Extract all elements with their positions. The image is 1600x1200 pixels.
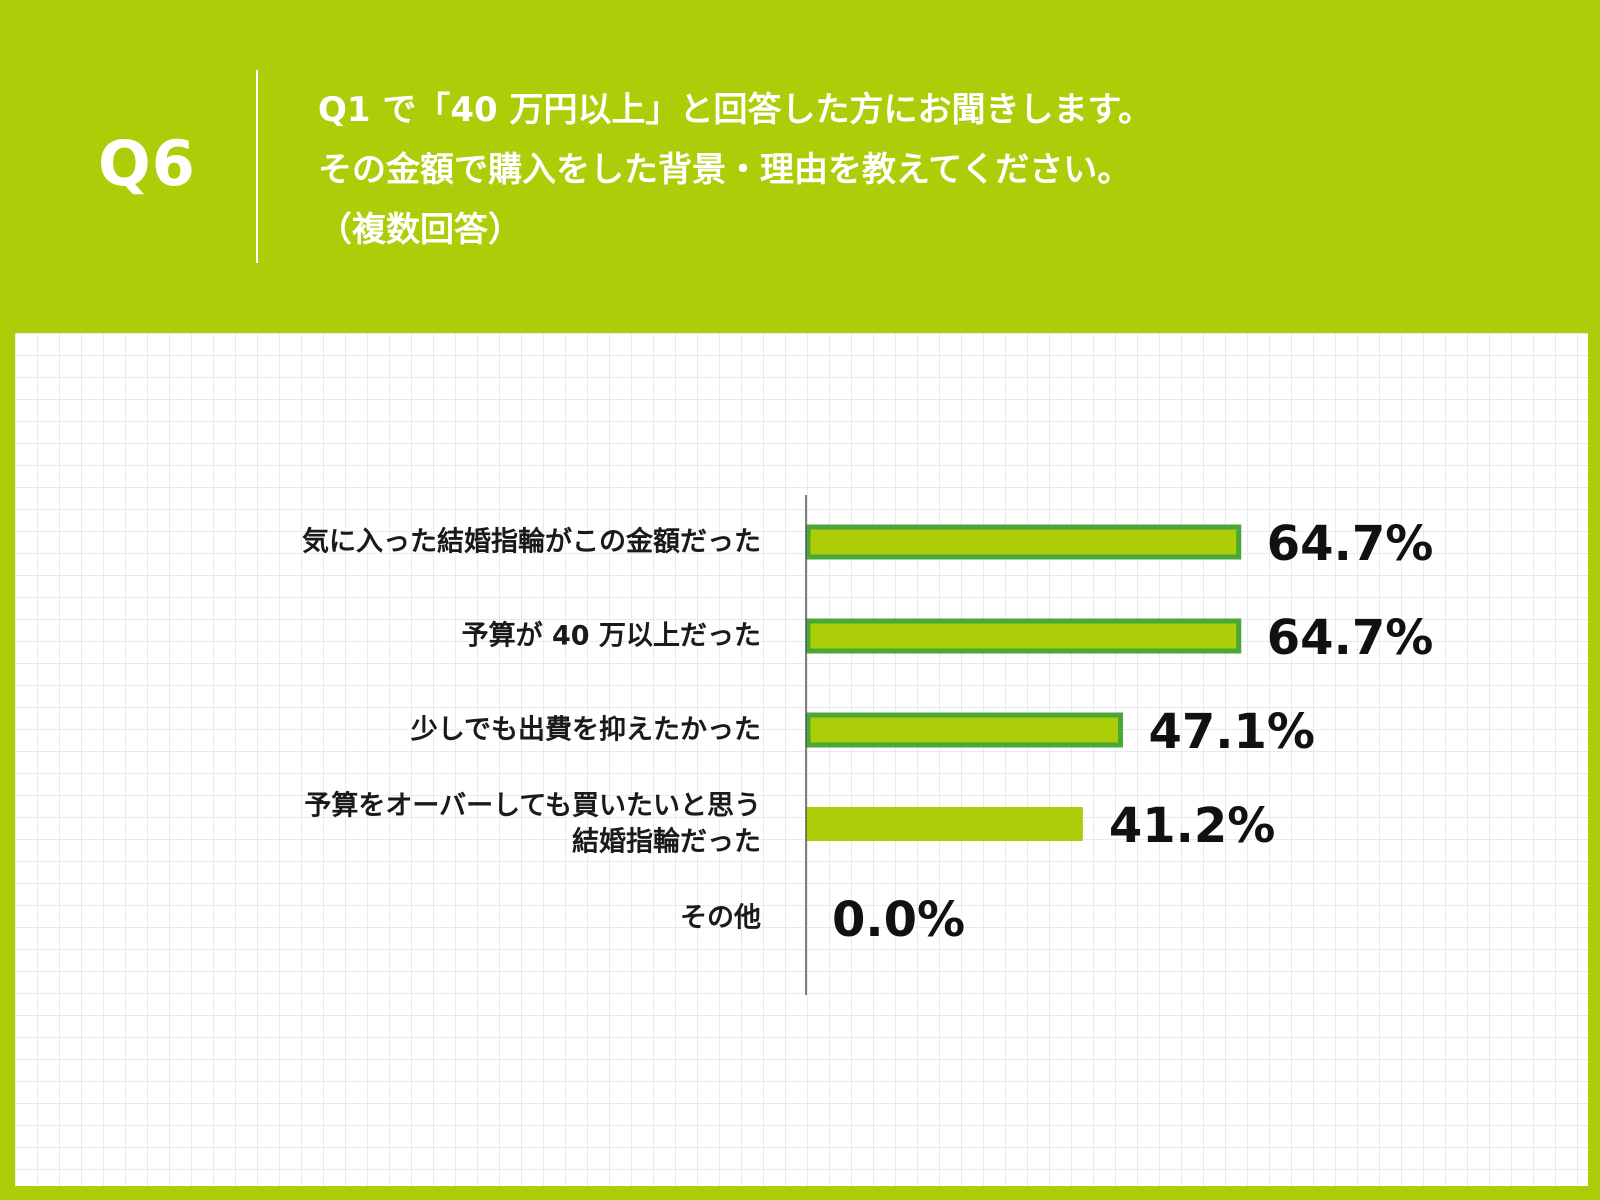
question-line-2: その金額で購入をした背景・理由を教えてください。 <box>318 150 1132 190</box>
bar <box>806 807 1083 841</box>
bar <box>805 618 1242 654</box>
value-label: 47.1% <box>1149 704 1316 760</box>
question-text: Q1 で「40 万円以上」と回答した方にお聞きします。 その金額で購入をした背景… <box>318 80 1152 260</box>
question-line-1: Q1 で「40 万円以上」と回答した方にお聞きします。 <box>318 90 1153 130</box>
category-label: 予算をオーバーしても買いたいと思う <box>304 790 761 822</box>
bar <box>805 524 1242 560</box>
value-label: 64.7% <box>1267 516 1434 572</box>
category-label: その他 <box>680 903 761 934</box>
value-label: 64.7% <box>1267 610 1434 666</box>
question-number: Q6 <box>98 127 196 200</box>
category-label: 少しでも出費を抑えたかった <box>411 715 761 746</box>
question-header: Q6 Q1 で「40 万円以上」と回答した方にお聞きします。 その金額で購入をし… <box>0 0 1600 333</box>
value-label: 0.0% <box>832 892 965 948</box>
category-label: 予算が 40 万以上だった <box>462 620 761 652</box>
question-line-3: （複数回答） <box>318 210 522 250</box>
header-divider <box>256 70 258 263</box>
bar-chart: 気に入った結婚指輪がこの金額だった 64.7% 予算が 40 万以上だった 64.7%… <box>302 495 1434 995</box>
bar <box>805 712 1124 748</box>
category-label: 結婚指輪だった <box>572 826 761 858</box>
chart-panel: 気に入った結婚指輪がこの金額だった 64.7% 予算が 40 万以上だった 64.7%… <box>15 333 1588 1186</box>
value-label: 41.2% <box>1109 798 1276 854</box>
category-label: 気に入った結婚指輪がこの金額だった <box>302 526 761 558</box>
